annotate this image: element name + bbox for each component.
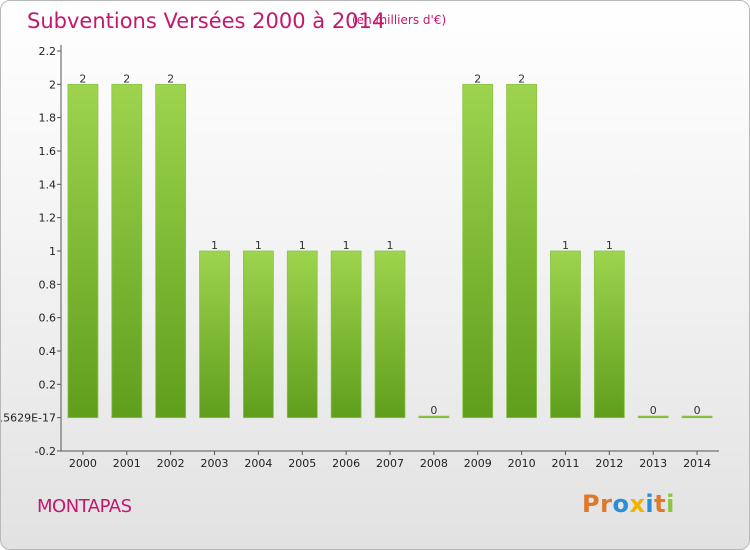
x-tick-label: 2006: [332, 457, 360, 470]
commune-name: MONTAPAS: [37, 496, 132, 517]
x-tick-label: 2004: [244, 457, 272, 470]
bar-value-label: 0: [694, 404, 701, 417]
logo-letter: o: [612, 490, 630, 518]
y-tick-label: 0.2: [39, 378, 57, 391]
x-tick-label: 2009: [464, 457, 492, 470]
bar-value-label: 2: [79, 72, 86, 85]
logo-letter: i: [645, 490, 655, 518]
bar-value-label: 1: [299, 239, 306, 252]
proxiti-logo: Proxiti: [582, 490, 675, 518]
bar-value-label: 0: [650, 404, 657, 417]
chart-title: Subventions Versées 2000 à 2014: [27, 9, 386, 33]
bar-value-label: 1: [255, 239, 262, 252]
bar: [242, 250, 274, 419]
bar: [374, 250, 406, 419]
y-tick-label: 2: [49, 78, 56, 91]
y-tick-label: 2.2: [39, 45, 57, 58]
y-tick-label: 1.2: [39, 212, 57, 225]
y-tick-label: -0.2: [35, 445, 56, 458]
x-tick-label: 2002: [157, 457, 185, 470]
bar-value-label: 1: [562, 239, 569, 252]
y-tick-label: 0.6: [39, 312, 57, 325]
logo-letter: r: [600, 490, 613, 518]
bar-value-label: 2: [167, 72, 174, 85]
y-tick-label: 1.4: [39, 178, 57, 191]
bar: [462, 83, 494, 419]
bar-value-label: 1: [387, 239, 394, 252]
bar: [155, 83, 187, 419]
x-tick-label: 2012: [595, 457, 623, 470]
bar-value-label: 1: [343, 239, 350, 252]
x-tick-label: 2001: [113, 457, 141, 470]
y-tick-label: 1: [49, 245, 56, 258]
y-tick-label: 0.4: [39, 345, 57, 358]
bar: [199, 250, 230, 419]
y-tick-label: 0.8: [39, 278, 57, 291]
y-tick-label: 1.8: [39, 112, 57, 125]
logo-letter: x: [629, 490, 646, 518]
bar-value-label: 2: [123, 72, 130, 85]
x-tick-label: 2011: [551, 457, 579, 470]
bar-value-label: 0: [430, 404, 437, 417]
x-tick-label: 2003: [201, 457, 229, 470]
bar: [637, 415, 669, 419]
bar-value-label: 1: [211, 239, 218, 252]
bar: [506, 83, 538, 419]
bar: [681, 415, 713, 419]
bar: [418, 415, 450, 419]
bar: [111, 83, 143, 419]
bar: [550, 250, 581, 419]
bar: [67, 83, 99, 419]
y-tick-label: 1.6: [39, 145, 57, 158]
x-tick-label: 2008: [420, 457, 448, 470]
logo-letter: i: [666, 490, 675, 518]
bars: 2 2 2 1 1 1 1 1 0 2 2 1 1 0 0: [67, 72, 713, 419]
x-tick-label: 2005: [288, 457, 316, 470]
y-tick-label: -1.15629E-17: [1, 412, 56, 425]
bar: [330, 250, 362, 419]
bar-value-label: 2: [474, 72, 481, 85]
logo-letter: P: [582, 490, 601, 518]
bar: [593, 250, 625, 419]
x-tick-label: 2007: [376, 457, 404, 470]
axes: 2.2 2 1.8 1.6 1.4 1.2 1 0.8 0.6 0.4 0.2 -1.15629E-1…: [1, 45, 719, 470]
x-tick-label: 2010: [508, 457, 536, 470]
x-tick-label: 2000: [69, 457, 97, 470]
bar-value-label: 1: [606, 239, 613, 252]
logo-letter: t: [654, 490, 667, 518]
x-tick-label: 2014: [683, 457, 711, 470]
chart-subtitle: (en milliers d'€): [352, 13, 447, 27]
bar-value-label: 2: [518, 72, 525, 85]
x-tick-label: 2013: [639, 457, 667, 470]
bar: [286, 250, 318, 419]
